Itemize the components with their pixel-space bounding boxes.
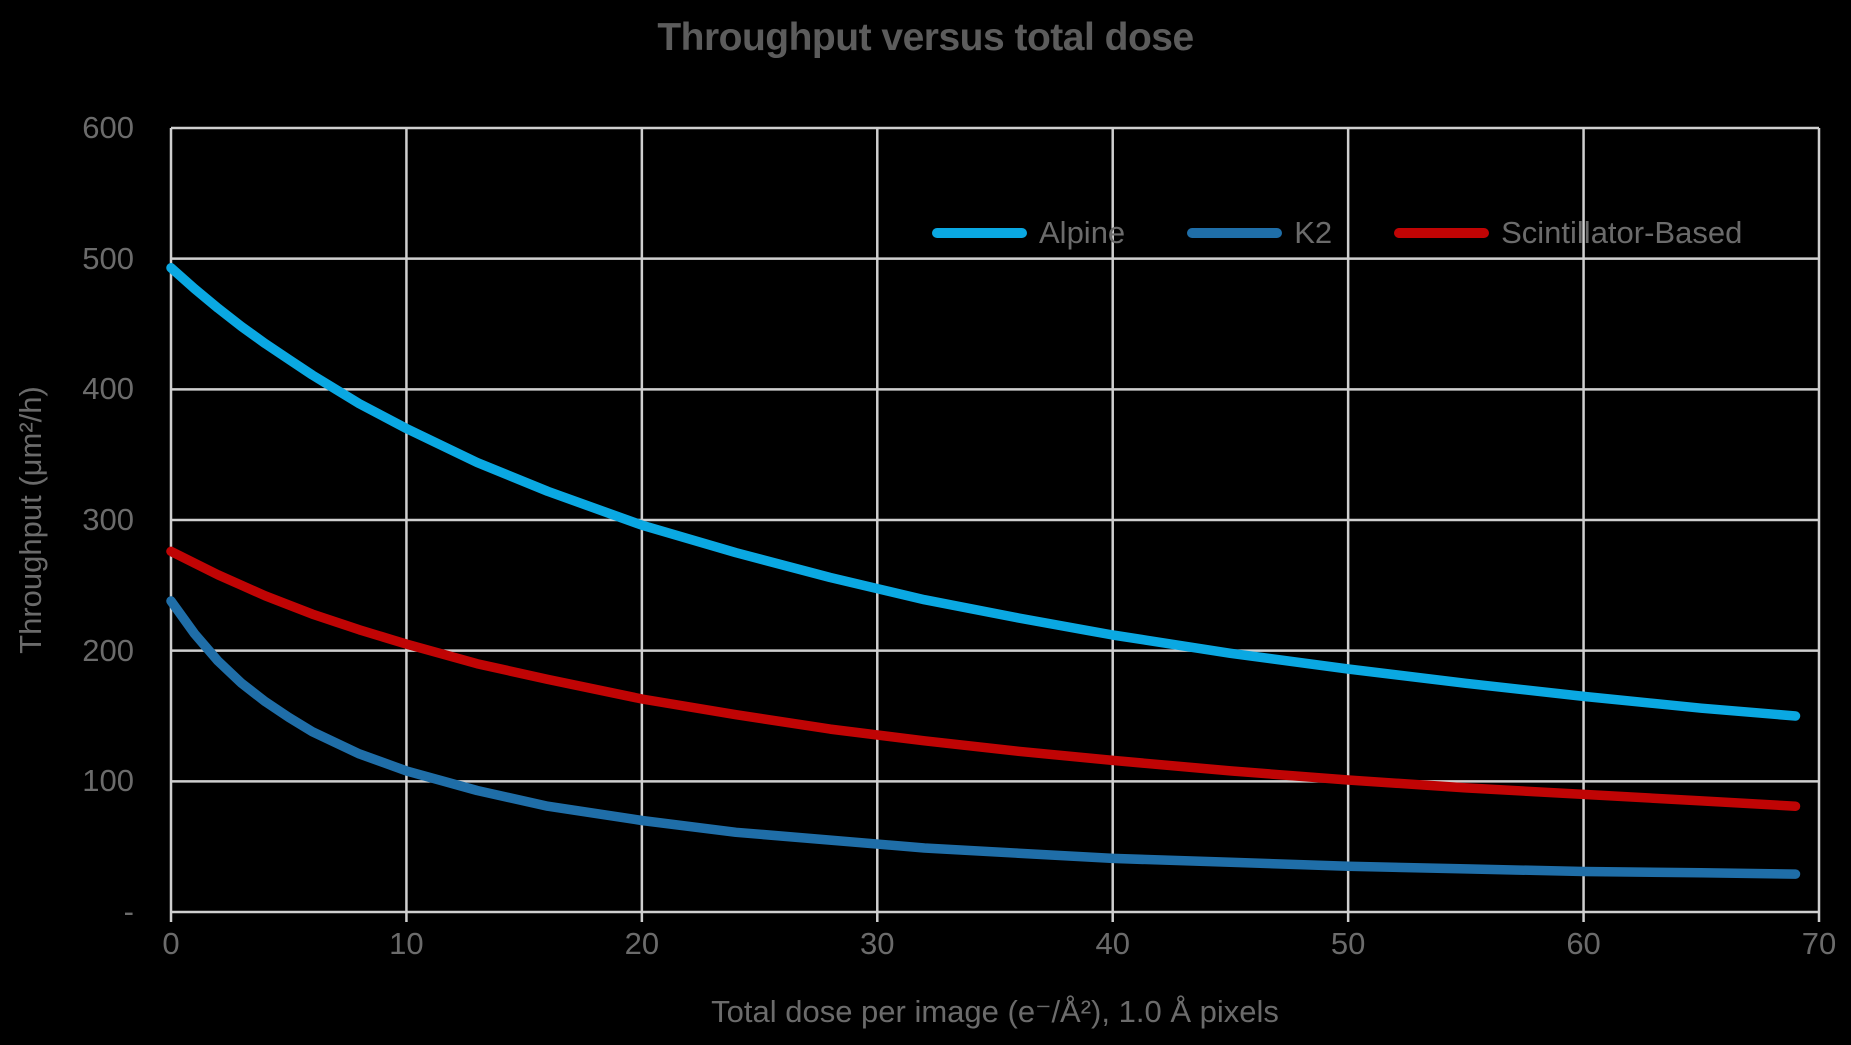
y-tick-label: 300 [82, 502, 134, 537]
series-line-alpine [166, 263, 1801, 721]
x-axis-title: Total dose per image (e⁻/Å²), 1.0 Å pixe… [711, 994, 1279, 1029]
legend-label: Alpine [1039, 215, 1126, 250]
y-tick-label: 400 [82, 371, 134, 407]
legend-item: Scintillator-Based [1394, 215, 1742, 251]
x-tick-label: 60 [1566, 926, 1601, 961]
legend-item: Alpine [932, 215, 1125, 251]
y-tick-label: 200 [82, 632, 134, 668]
x-tick-label: 30 [860, 926, 895, 961]
series-line-k2 [166, 596, 1801, 879]
legend-swatch-k2 [1187, 227, 1283, 239]
legend-label: K2 [1294, 215, 1333, 250]
y-tick-label: - [123, 894, 134, 929]
legend-swatch-alpine [932, 227, 1027, 239]
legend-label: Scintillator-Based [1501, 215, 1743, 250]
y-tick-label: 100 [82, 763, 134, 799]
legend: Alpine K2 Scintillator-Based [932, 212, 1742, 254]
x-tick-label: 0 [162, 926, 180, 961]
y-tick-label: 600 [82, 110, 134, 145]
legend-item: K2 [1187, 215, 1332, 251]
legend-swatch-scintillator-based [1394, 227, 1490, 239]
x-tick-label: 50 [1330, 926, 1366, 961]
x-tick-label: 20 [624, 926, 660, 961]
x-tick-label: 10 [389, 926, 424, 961]
chart-title: Throughput versus total dose [657, 16, 1194, 59]
x-tick-label: 70 [1801, 926, 1837, 961]
series-line-scintillator-based [166, 546, 1801, 811]
y-tick-label: 500 [82, 240, 134, 276]
x-tick-label: 40 [1095, 926, 1130, 961]
